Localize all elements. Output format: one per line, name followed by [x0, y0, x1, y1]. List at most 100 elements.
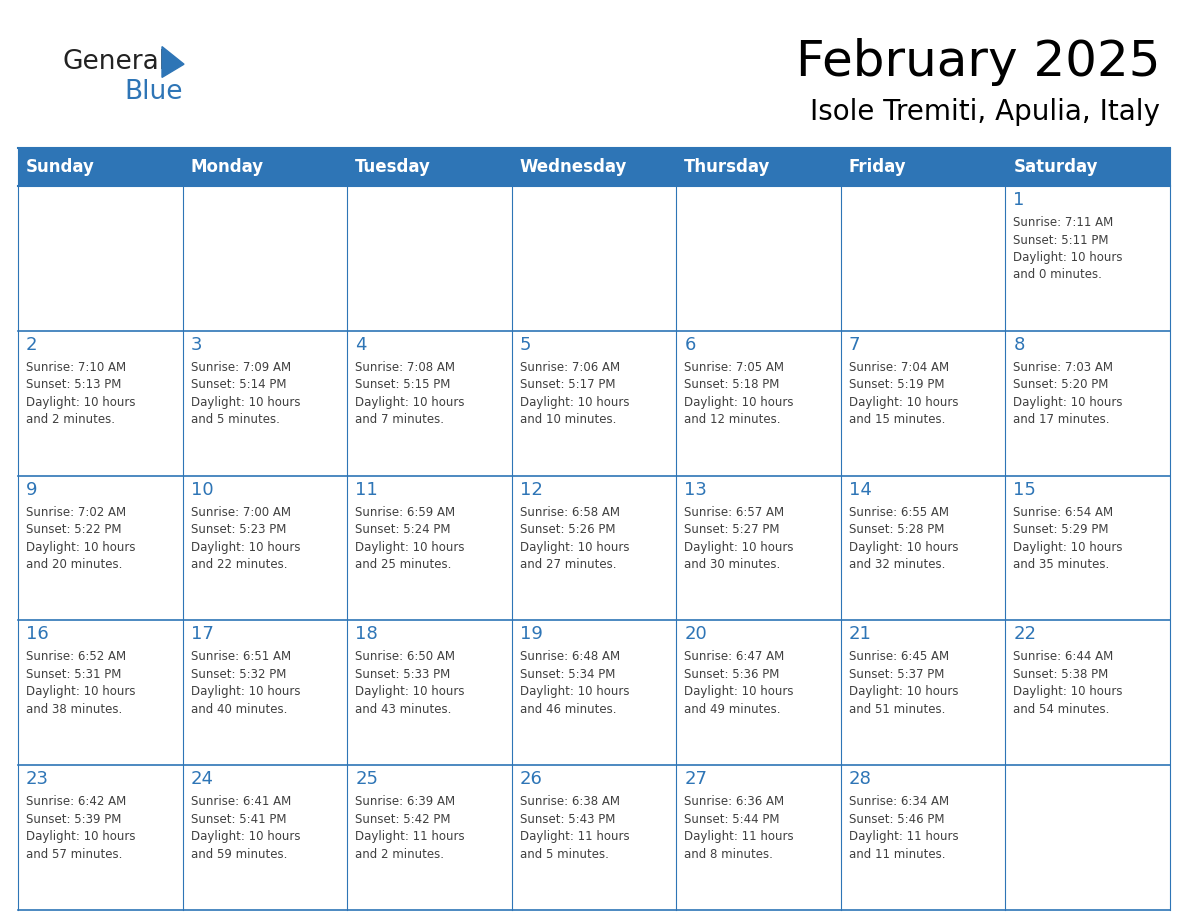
Bar [1005, 186, 1170, 330]
Text: 19: 19 [519, 625, 543, 644]
Text: 11: 11 [355, 481, 378, 498]
Text: 18: 18 [355, 625, 378, 644]
Bar [18, 476, 183, 621]
Bar [512, 621, 676, 766]
Text: 17: 17 [190, 625, 214, 644]
Bar [841, 476, 1005, 621]
Text: 14: 14 [849, 481, 872, 498]
Bar [347, 476, 512, 621]
Text: 10: 10 [190, 481, 213, 498]
Text: Sunrise: 6:34 AM
Sunset: 5:46 PM
Daylight: 11 hours
and 11 minutes.: Sunrise: 6:34 AM Sunset: 5:46 PM Dayligh… [849, 795, 959, 861]
Text: Sunrise: 6:45 AM
Sunset: 5:37 PM
Daylight: 10 hours
and 51 minutes.: Sunrise: 6:45 AM Sunset: 5:37 PM Dayligh… [849, 650, 959, 716]
Text: 4: 4 [355, 336, 367, 353]
Text: Sunrise: 6:44 AM
Sunset: 5:38 PM
Daylight: 10 hours
and 54 minutes.: Sunrise: 6:44 AM Sunset: 5:38 PM Dayligh… [1013, 650, 1123, 716]
Text: Sunrise: 7:06 AM
Sunset: 5:17 PM
Daylight: 10 hours
and 10 minutes.: Sunrise: 7:06 AM Sunset: 5:17 PM Dayligh… [519, 361, 630, 426]
Text: 8: 8 [1013, 336, 1025, 353]
Bar [512, 330, 676, 476]
Text: 13: 13 [684, 481, 707, 498]
Bar [1005, 766, 1170, 910]
Text: Sunrise: 6:39 AM
Sunset: 5:42 PM
Daylight: 11 hours
and 2 minutes.: Sunrise: 6:39 AM Sunset: 5:42 PM Dayligh… [355, 795, 465, 861]
Bar [183, 186, 347, 330]
Bar [841, 330, 1005, 476]
Bar [841, 621, 1005, 766]
Text: Sunrise: 6:38 AM
Sunset: 5:43 PM
Daylight: 11 hours
and 5 minutes.: Sunrise: 6:38 AM Sunset: 5:43 PM Dayligh… [519, 795, 630, 861]
Bar [676, 148, 841, 186]
Text: Sunrise: 7:09 AM
Sunset: 5:14 PM
Daylight: 10 hours
and 5 minutes.: Sunrise: 7:09 AM Sunset: 5:14 PM Dayligh… [190, 361, 301, 426]
Text: Thursday: Thursday [684, 158, 771, 176]
Text: February 2025: February 2025 [796, 38, 1159, 86]
Bar [512, 476, 676, 621]
Bar [347, 766, 512, 910]
Text: Sunrise: 7:02 AM
Sunset: 5:22 PM
Daylight: 10 hours
and 20 minutes.: Sunrise: 7:02 AM Sunset: 5:22 PM Dayligh… [26, 506, 135, 571]
Text: 5: 5 [519, 336, 531, 353]
Text: Sunrise: 7:10 AM
Sunset: 5:13 PM
Daylight: 10 hours
and 2 minutes.: Sunrise: 7:10 AM Sunset: 5:13 PM Dayligh… [26, 361, 135, 426]
Bar [512, 186, 676, 330]
Bar [676, 330, 841, 476]
Text: 3: 3 [190, 336, 202, 353]
Text: Tuesday: Tuesday [355, 158, 431, 176]
Text: 15: 15 [1013, 481, 1036, 498]
Text: Sunrise: 7:05 AM
Sunset: 5:18 PM
Daylight: 10 hours
and 12 minutes.: Sunrise: 7:05 AM Sunset: 5:18 PM Dayligh… [684, 361, 794, 426]
Text: 12: 12 [519, 481, 543, 498]
Bar [183, 476, 347, 621]
Bar [18, 330, 183, 476]
Bar [347, 621, 512, 766]
Text: Saturday: Saturday [1013, 158, 1098, 176]
Text: Sunrise: 6:58 AM
Sunset: 5:26 PM
Daylight: 10 hours
and 27 minutes.: Sunrise: 6:58 AM Sunset: 5:26 PM Dayligh… [519, 506, 630, 571]
Text: Sunrise: 6:48 AM
Sunset: 5:34 PM
Daylight: 10 hours
and 46 minutes.: Sunrise: 6:48 AM Sunset: 5:34 PM Dayligh… [519, 650, 630, 716]
Text: 23: 23 [26, 770, 49, 789]
Text: Sunrise: 7:03 AM
Sunset: 5:20 PM
Daylight: 10 hours
and 17 minutes.: Sunrise: 7:03 AM Sunset: 5:20 PM Dayligh… [1013, 361, 1123, 426]
Bar [18, 766, 183, 910]
Text: Sunrise: 6:36 AM
Sunset: 5:44 PM
Daylight: 11 hours
and 8 minutes.: Sunrise: 6:36 AM Sunset: 5:44 PM Dayligh… [684, 795, 794, 861]
Text: Sunrise: 6:55 AM
Sunset: 5:28 PM
Daylight: 10 hours
and 32 minutes.: Sunrise: 6:55 AM Sunset: 5:28 PM Dayligh… [849, 506, 959, 571]
Polygon shape [162, 47, 184, 77]
Text: 9: 9 [26, 481, 38, 498]
Bar [841, 186, 1005, 330]
Text: Sunrise: 6:54 AM
Sunset: 5:29 PM
Daylight: 10 hours
and 35 minutes.: Sunrise: 6:54 AM Sunset: 5:29 PM Dayligh… [1013, 506, 1123, 571]
Text: Blue: Blue [124, 79, 183, 105]
Text: 24: 24 [190, 770, 214, 789]
Text: 21: 21 [849, 625, 872, 644]
Bar [676, 766, 841, 910]
Bar [183, 766, 347, 910]
Text: Wednesday: Wednesday [519, 158, 627, 176]
Text: 27: 27 [684, 770, 707, 789]
Text: 26: 26 [519, 770, 543, 789]
Bar [347, 330, 512, 476]
Text: Sunrise: 6:41 AM
Sunset: 5:41 PM
Daylight: 10 hours
and 59 minutes.: Sunrise: 6:41 AM Sunset: 5:41 PM Dayligh… [190, 795, 301, 861]
Bar [512, 766, 676, 910]
Bar [18, 621, 183, 766]
Text: 1: 1 [1013, 191, 1025, 209]
Bar [18, 186, 183, 330]
Text: 6: 6 [684, 336, 696, 353]
Text: Monday: Monday [190, 158, 264, 176]
Bar [183, 148, 347, 186]
Text: Sunrise: 6:59 AM
Sunset: 5:24 PM
Daylight: 10 hours
and 25 minutes.: Sunrise: 6:59 AM Sunset: 5:24 PM Dayligh… [355, 506, 465, 571]
Text: 7: 7 [849, 336, 860, 353]
Text: Sunrise: 6:57 AM
Sunset: 5:27 PM
Daylight: 10 hours
and 30 minutes.: Sunrise: 6:57 AM Sunset: 5:27 PM Dayligh… [684, 506, 794, 571]
Text: 20: 20 [684, 625, 707, 644]
Text: 22: 22 [1013, 625, 1036, 644]
Text: Sunrise: 6:50 AM
Sunset: 5:33 PM
Daylight: 10 hours
and 43 minutes.: Sunrise: 6:50 AM Sunset: 5:33 PM Dayligh… [355, 650, 465, 716]
Text: 28: 28 [849, 770, 872, 789]
Bar [676, 186, 841, 330]
Text: Friday: Friday [849, 158, 906, 176]
Bar [183, 330, 347, 476]
Bar [1005, 330, 1170, 476]
Text: 2: 2 [26, 336, 38, 353]
Text: Sunrise: 6:42 AM
Sunset: 5:39 PM
Daylight: 10 hours
and 57 minutes.: Sunrise: 6:42 AM Sunset: 5:39 PM Dayligh… [26, 795, 135, 861]
Bar [1005, 621, 1170, 766]
Text: Isole Tremiti, Apulia, Italy: Isole Tremiti, Apulia, Italy [810, 98, 1159, 126]
Bar [676, 476, 841, 621]
Text: Sunday: Sunday [26, 158, 95, 176]
Bar [347, 186, 512, 330]
Text: 16: 16 [26, 625, 49, 644]
Bar [1005, 476, 1170, 621]
Bar [1005, 148, 1170, 186]
Bar [841, 148, 1005, 186]
Text: General: General [62, 49, 166, 75]
Text: Sunrise: 6:52 AM
Sunset: 5:31 PM
Daylight: 10 hours
and 38 minutes.: Sunrise: 6:52 AM Sunset: 5:31 PM Dayligh… [26, 650, 135, 716]
Bar [676, 621, 841, 766]
Bar [183, 621, 347, 766]
Bar [512, 148, 676, 186]
